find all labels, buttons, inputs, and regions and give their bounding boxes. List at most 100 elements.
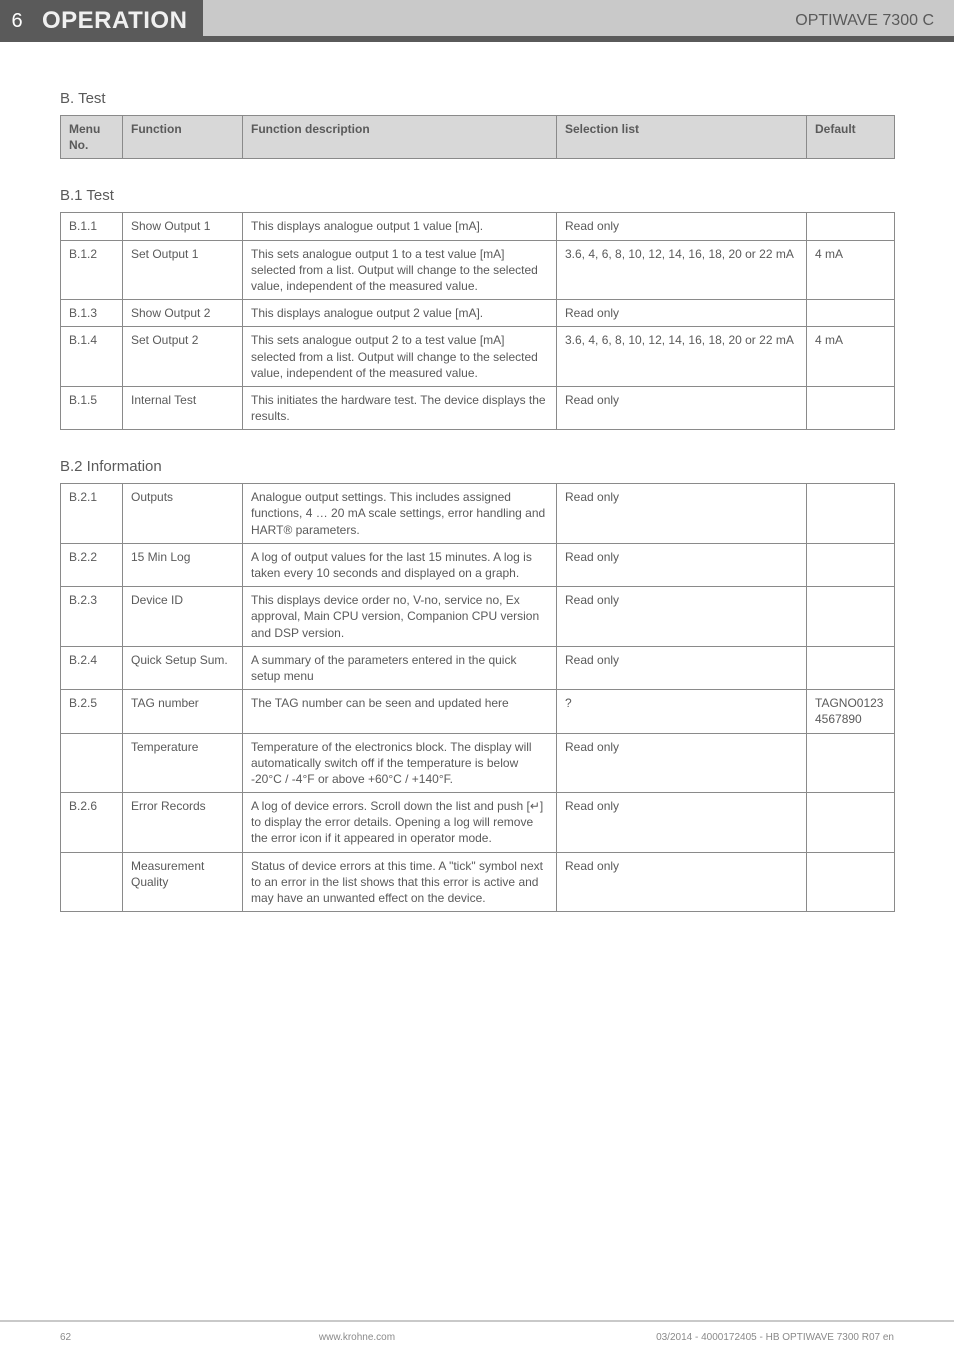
table-row: B.2.6Error RecordsA log of device errors… [61, 793, 895, 853]
cell-menu: B.2.4 [61, 646, 123, 689]
cell-menu: B.2.2 [61, 543, 123, 586]
cell-sel: Read only [557, 213, 807, 240]
footer-docid: 03/2014 - 4000172405 - HB OPTIWAVE 7300 … [594, 1332, 894, 1343]
cell-def [807, 386, 895, 429]
cell-sel: Read only [557, 587, 807, 647]
cell-def [807, 793, 895, 853]
col-menu: Menu No. [61, 116, 123, 159]
table-row: B.2.1OutputsAnalogue output settings. Th… [61, 484, 895, 544]
table-row: B.2.3Device IDThis displays device order… [61, 587, 895, 647]
table-row: B.1.2Set Output 1This sets analogue outp… [61, 240, 895, 300]
cell-func: Temperature [123, 733, 243, 793]
cell-desc: This initiates the hardware test. The de… [243, 386, 557, 429]
cell-desc: Status of device errors at this time. A … [243, 852, 557, 912]
cell-sel: Read only [557, 733, 807, 793]
cell-desc: This displays device order no, V-no, ser… [243, 587, 557, 647]
cell-sel: Read only [557, 646, 807, 689]
cell-sel: Read only [557, 484, 807, 544]
cell-func: TAG number [123, 690, 243, 733]
cell-menu [61, 852, 123, 912]
cell-func: Quick Setup Sum. [123, 646, 243, 689]
cell-def [807, 646, 895, 689]
table-header-row: Menu No. Function Function description S… [61, 116, 895, 159]
cell-sel: 3.6, 4, 6, 8, 10, 12, 14, 16, 18, 20 or … [557, 240, 807, 300]
cell-desc: This sets analogue output 2 to a test va… [243, 327, 557, 387]
cell-def [807, 213, 895, 240]
b2-table: B.2.1OutputsAnalogue output settings. Th… [60, 483, 895, 912]
table-row: B.1.1Show Output 1This displays analogue… [61, 213, 895, 240]
cell-menu: B.1.5 [61, 386, 123, 429]
cell-func: Outputs [123, 484, 243, 544]
cell-def: 4 mA [807, 240, 895, 300]
cell-func: Measurement Quality [123, 852, 243, 912]
table-row: B.2.5TAG numberThe TAG number can be see… [61, 690, 895, 733]
table-row: B.1.3Show Output 2This displays analogue… [61, 300, 895, 327]
cell-menu: B.2.1 [61, 484, 123, 544]
cell-desc: Analogue output settings. This includes … [243, 484, 557, 544]
table-row: B.1.4Set Output 2This sets analogue outp… [61, 327, 895, 387]
cell-menu: B.1.4 [61, 327, 123, 387]
page-body: B. Test Menu No. Function Function descr… [0, 42, 954, 960]
cell-desc: A summary of the parameters entered in t… [243, 646, 557, 689]
cell-func: Show Output 2 [123, 300, 243, 327]
cell-sel: Read only [557, 793, 807, 853]
cell-sel: Read only [557, 543, 807, 586]
table-row: B.2.4Quick Setup Sum.A summary of the pa… [61, 646, 895, 689]
cell-sel: Read only [557, 852, 807, 912]
table-row: B.1.5Internal TestThis initiates the har… [61, 386, 895, 429]
cell-func: Set Output 1 [123, 240, 243, 300]
cell-def [807, 484, 895, 544]
b1-title: B.1 Test [60, 187, 894, 204]
cell-def: TAGNO0123 4567890 [807, 690, 895, 733]
cell-func: Internal Test [123, 386, 243, 429]
table-row: B.2.215 Min LogA log of output values fo… [61, 543, 895, 586]
cell-func: 15 Min Log [123, 543, 243, 586]
cell-sel: Read only [557, 300, 807, 327]
b-test-title: B. Test [60, 90, 894, 107]
cell-def [807, 587, 895, 647]
cell-menu: B.2.5 [61, 690, 123, 733]
cell-sel: 3.6, 4, 6, 8, 10, 12, 14, 16, 18, 20 or … [557, 327, 807, 387]
footer-url: www.krohne.com [120, 1332, 594, 1343]
cell-sel: ? [557, 690, 807, 733]
b1-table: B.1.1Show Output 1This displays analogue… [60, 212, 895, 430]
cell-desc: This displays analogue output 1 value [m… [243, 213, 557, 240]
cell-menu: B.1.3 [61, 300, 123, 327]
table-row: Measurement QualityStatus of device erro… [61, 852, 895, 912]
cell-func: Error Records [123, 793, 243, 853]
cell-def [807, 733, 895, 793]
product-name: OPTIWAVE 7300 C [781, 0, 954, 42]
cell-desc: A log of output values for the last 15 m… [243, 543, 557, 586]
header-spacer [203, 0, 781, 42]
cell-func: Device ID [123, 587, 243, 647]
header-columns-table: Menu No. Function Function description S… [60, 115, 895, 159]
cell-menu [61, 733, 123, 793]
table-row: TemperatureTemperature of the electronic… [61, 733, 895, 793]
page-header: 6 OPERATION OPTIWAVE 7300 C [0, 0, 954, 42]
col-sel: Selection list [557, 116, 807, 159]
cell-menu: B.1.1 [61, 213, 123, 240]
page-number: 62 [60, 1332, 120, 1343]
cell-func: Set Output 2 [123, 327, 243, 387]
cell-func: Show Output 1 [123, 213, 243, 240]
cell-desc: A log of device errors. Scroll down the … [243, 793, 557, 853]
cell-def [807, 543, 895, 586]
cell-desc: This sets analogue output 1 to a test va… [243, 240, 557, 300]
col-func: Function [123, 116, 243, 159]
b2-title: B.2 Information [60, 458, 894, 475]
section-title: OPERATION [34, 0, 203, 42]
cell-desc: This displays analogue output 2 value [m… [243, 300, 557, 327]
cell-menu: B.2.6 [61, 793, 123, 853]
cell-desc: Temperature of the electronics block. Th… [243, 733, 557, 793]
cell-def: 4 mA [807, 327, 895, 387]
section-number: 6 [0, 0, 34, 42]
page-footer: 62 www.krohne.com 03/2014 - 4000172405 -… [0, 1320, 954, 1357]
cell-def [807, 852, 895, 912]
col-desc: Function description [243, 116, 557, 159]
cell-sel: Read only [557, 386, 807, 429]
cell-menu: B.1.2 [61, 240, 123, 300]
cell-def [807, 300, 895, 327]
col-default: Default [807, 116, 895, 159]
cell-menu: B.2.3 [61, 587, 123, 647]
cell-desc: The TAG number can be seen and updated h… [243, 690, 557, 733]
